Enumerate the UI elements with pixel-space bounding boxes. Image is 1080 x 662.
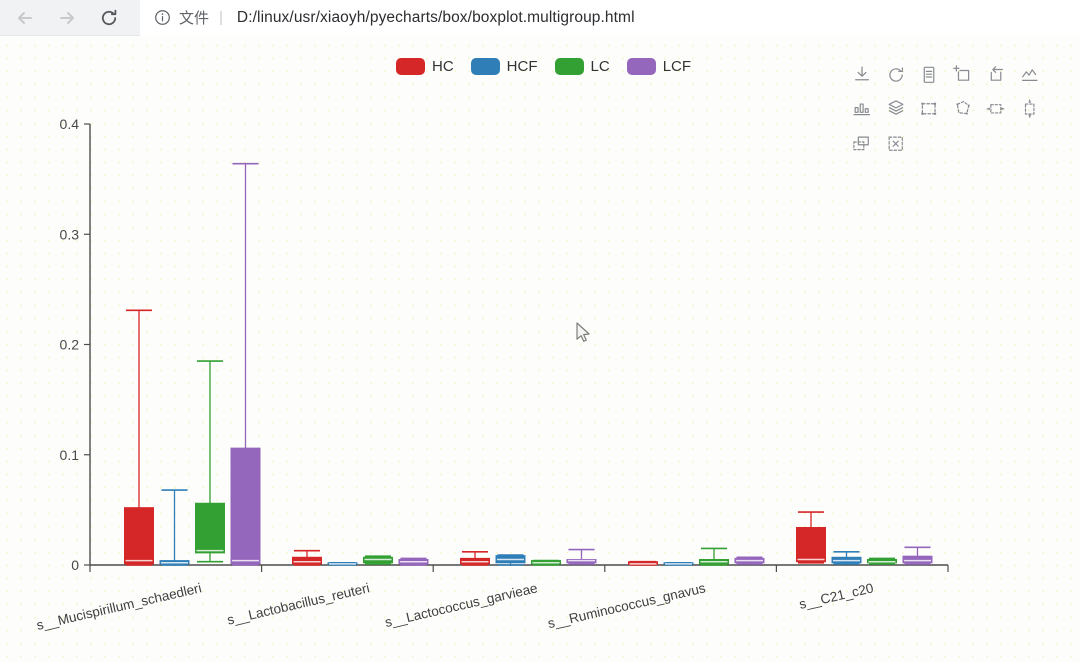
forward-icon[interactable] [50, 3, 84, 33]
box-lc-cat1[interactable] [195, 360, 225, 563]
brush-rect-icon[interactable] [919, 99, 938, 118]
box-hc-cat1[interactable] [124, 309, 154, 566]
y-axis-label: 0.1 [60, 447, 80, 463]
legend-item-hc[interactable]: HC [396, 58, 454, 75]
box-lcf-cat3[interactable] [566, 548, 597, 565]
data-zoom-icon[interactable] [952, 64, 972, 84]
address-separator: | [219, 9, 223, 26]
magic-type-bar-icon[interactable] [852, 99, 871, 118]
box-hcf-cat4[interactable] [663, 561, 694, 566]
legend-label[interactable]: LC [590, 58, 610, 75]
box-hc-cat2[interactable] [292, 549, 322, 566]
box-hc-cat3[interactable] [460, 550, 490, 566]
mouse-cursor [576, 322, 595, 350]
box-lcf-cat1[interactable] [230, 162, 261, 566]
legend-item-lcf[interactable]: LCF [626, 58, 692, 75]
legend-label[interactable]: HC [432, 58, 454, 75]
data-view-icon[interactable] [919, 65, 938, 84]
address-bar[interactable]: 文件 | D:/linux/usr/xiaoyh/pyecharts/box/b… [140, 0, 1080, 36]
legend-marker-lcf[interactable] [626, 58, 656, 75]
x-axis-label: s__Mucispirillum_schaedleri [35, 580, 203, 633]
x-axis-label: s__Ruminococcus_gnavus [546, 580, 707, 631]
brush-liney-icon[interactable] [1020, 99, 1039, 119]
echarts-toolbox [845, 57, 1046, 161]
refresh-icon[interactable] [92, 3, 126, 33]
boxplot-series-lcf [230, 162, 933, 566]
save-as-image-icon[interactable] [852, 65, 871, 84]
boxplot-chart[interactable]: 0 0.1 0.2 0.3 0.4 s__Mucispirillum_schaedleri… [0, 37, 1080, 662]
legend-marker-hc[interactable] [396, 58, 425, 75]
legend-item-hcf[interactable]: HCF [470, 58, 538, 75]
brush-linex-icon[interactable] [986, 99, 1005, 118]
legend-marker-hcf[interactable] [470, 58, 500, 75]
restore-icon[interactable] [886, 65, 905, 84]
box-body[interactable] [124, 507, 154, 565]
box-lc-cat2[interactable] [363, 555, 393, 565]
legend-marker-lc[interactable] [554, 58, 584, 75]
box-hcf-cat3[interactable] [495, 554, 526, 566]
data-zoom-reset-icon[interactable] [986, 65, 1005, 84]
box-lc-cat4[interactable] [699, 547, 729, 566]
box-body[interactable] [195, 502, 225, 554]
box-body[interactable] [230, 447, 261, 565]
y-axis-label: 0.4 [60, 116, 80, 132]
box-hcf-cat5[interactable] [831, 550, 862, 565]
y-axis-label: 0.3 [60, 226, 80, 242]
back-icon[interactable] [8, 3, 42, 33]
y-axis-label: 0 [71, 557, 79, 573]
legend-item-lc[interactable]: LC [554, 58, 610, 75]
box-body[interactable] [292, 556, 322, 565]
box-hc-cat4[interactable] [628, 560, 658, 566]
x-axis-label: s__C21_c20 [798, 580, 875, 612]
box-lc-cat3[interactable] [531, 559, 561, 566]
url-text[interactable]: D:/linux/usr/xiaoyh/pyecharts/box/boxplo… [236, 8, 635, 26]
brush-clear-icon[interactable] [886, 134, 905, 153]
box-lcf-cat2[interactable] [398, 557, 429, 566]
brush-polygon-icon[interactable] [953, 99, 972, 118]
box-lc-cat5[interactable] [867, 557, 897, 565]
box-body[interactable] [796, 527, 826, 563]
file-scheme-label[interactable]: 文件 [179, 10, 210, 27]
magic-type-stack-icon[interactable] [886, 99, 905, 118]
boxplot-series-hc [124, 309, 826, 566]
info-icon[interactable] [154, 9, 171, 26]
x-axis-label: s__Lactococcus_garvieae [383, 580, 538, 630]
legend-label[interactable]: HCF [506, 58, 538, 75]
chart-page: HC HCF LC LCF 0 0.1 0.2 0.3 0.4 s__Mucispirillum… [0, 37, 1080, 662]
box-hcf-cat1[interactable] [159, 489, 190, 566]
browser-toolbar: 文件 | D:/linux/usr/xiaoyh/pyecharts/box/b… [0, 0, 1080, 36]
box-body[interactable] [902, 555, 933, 564]
box-lcf-cat5[interactable] [902, 546, 933, 565]
box-hcf-cat2[interactable] [327, 561, 358, 566]
box-lcf-cat4[interactable] [734, 556, 765, 565]
box-hc-cat5[interactable] [796, 511, 826, 564]
legend-label[interactable]: LCF [662, 58, 692, 75]
chart-legend: HC HCF LC LCF [396, 58, 691, 75]
boxplot-series-lc [195, 360, 897, 566]
boxplot-series-hcf [159, 489, 862, 566]
magic-type-line-icon[interactable] [1020, 65, 1039, 84]
y-axis-label: 0.2 [60, 337, 80, 353]
brush-keep-icon[interactable] [852, 134, 871, 153]
x-axis-label: s__Lactobacillus_reuteri [226, 580, 371, 627]
